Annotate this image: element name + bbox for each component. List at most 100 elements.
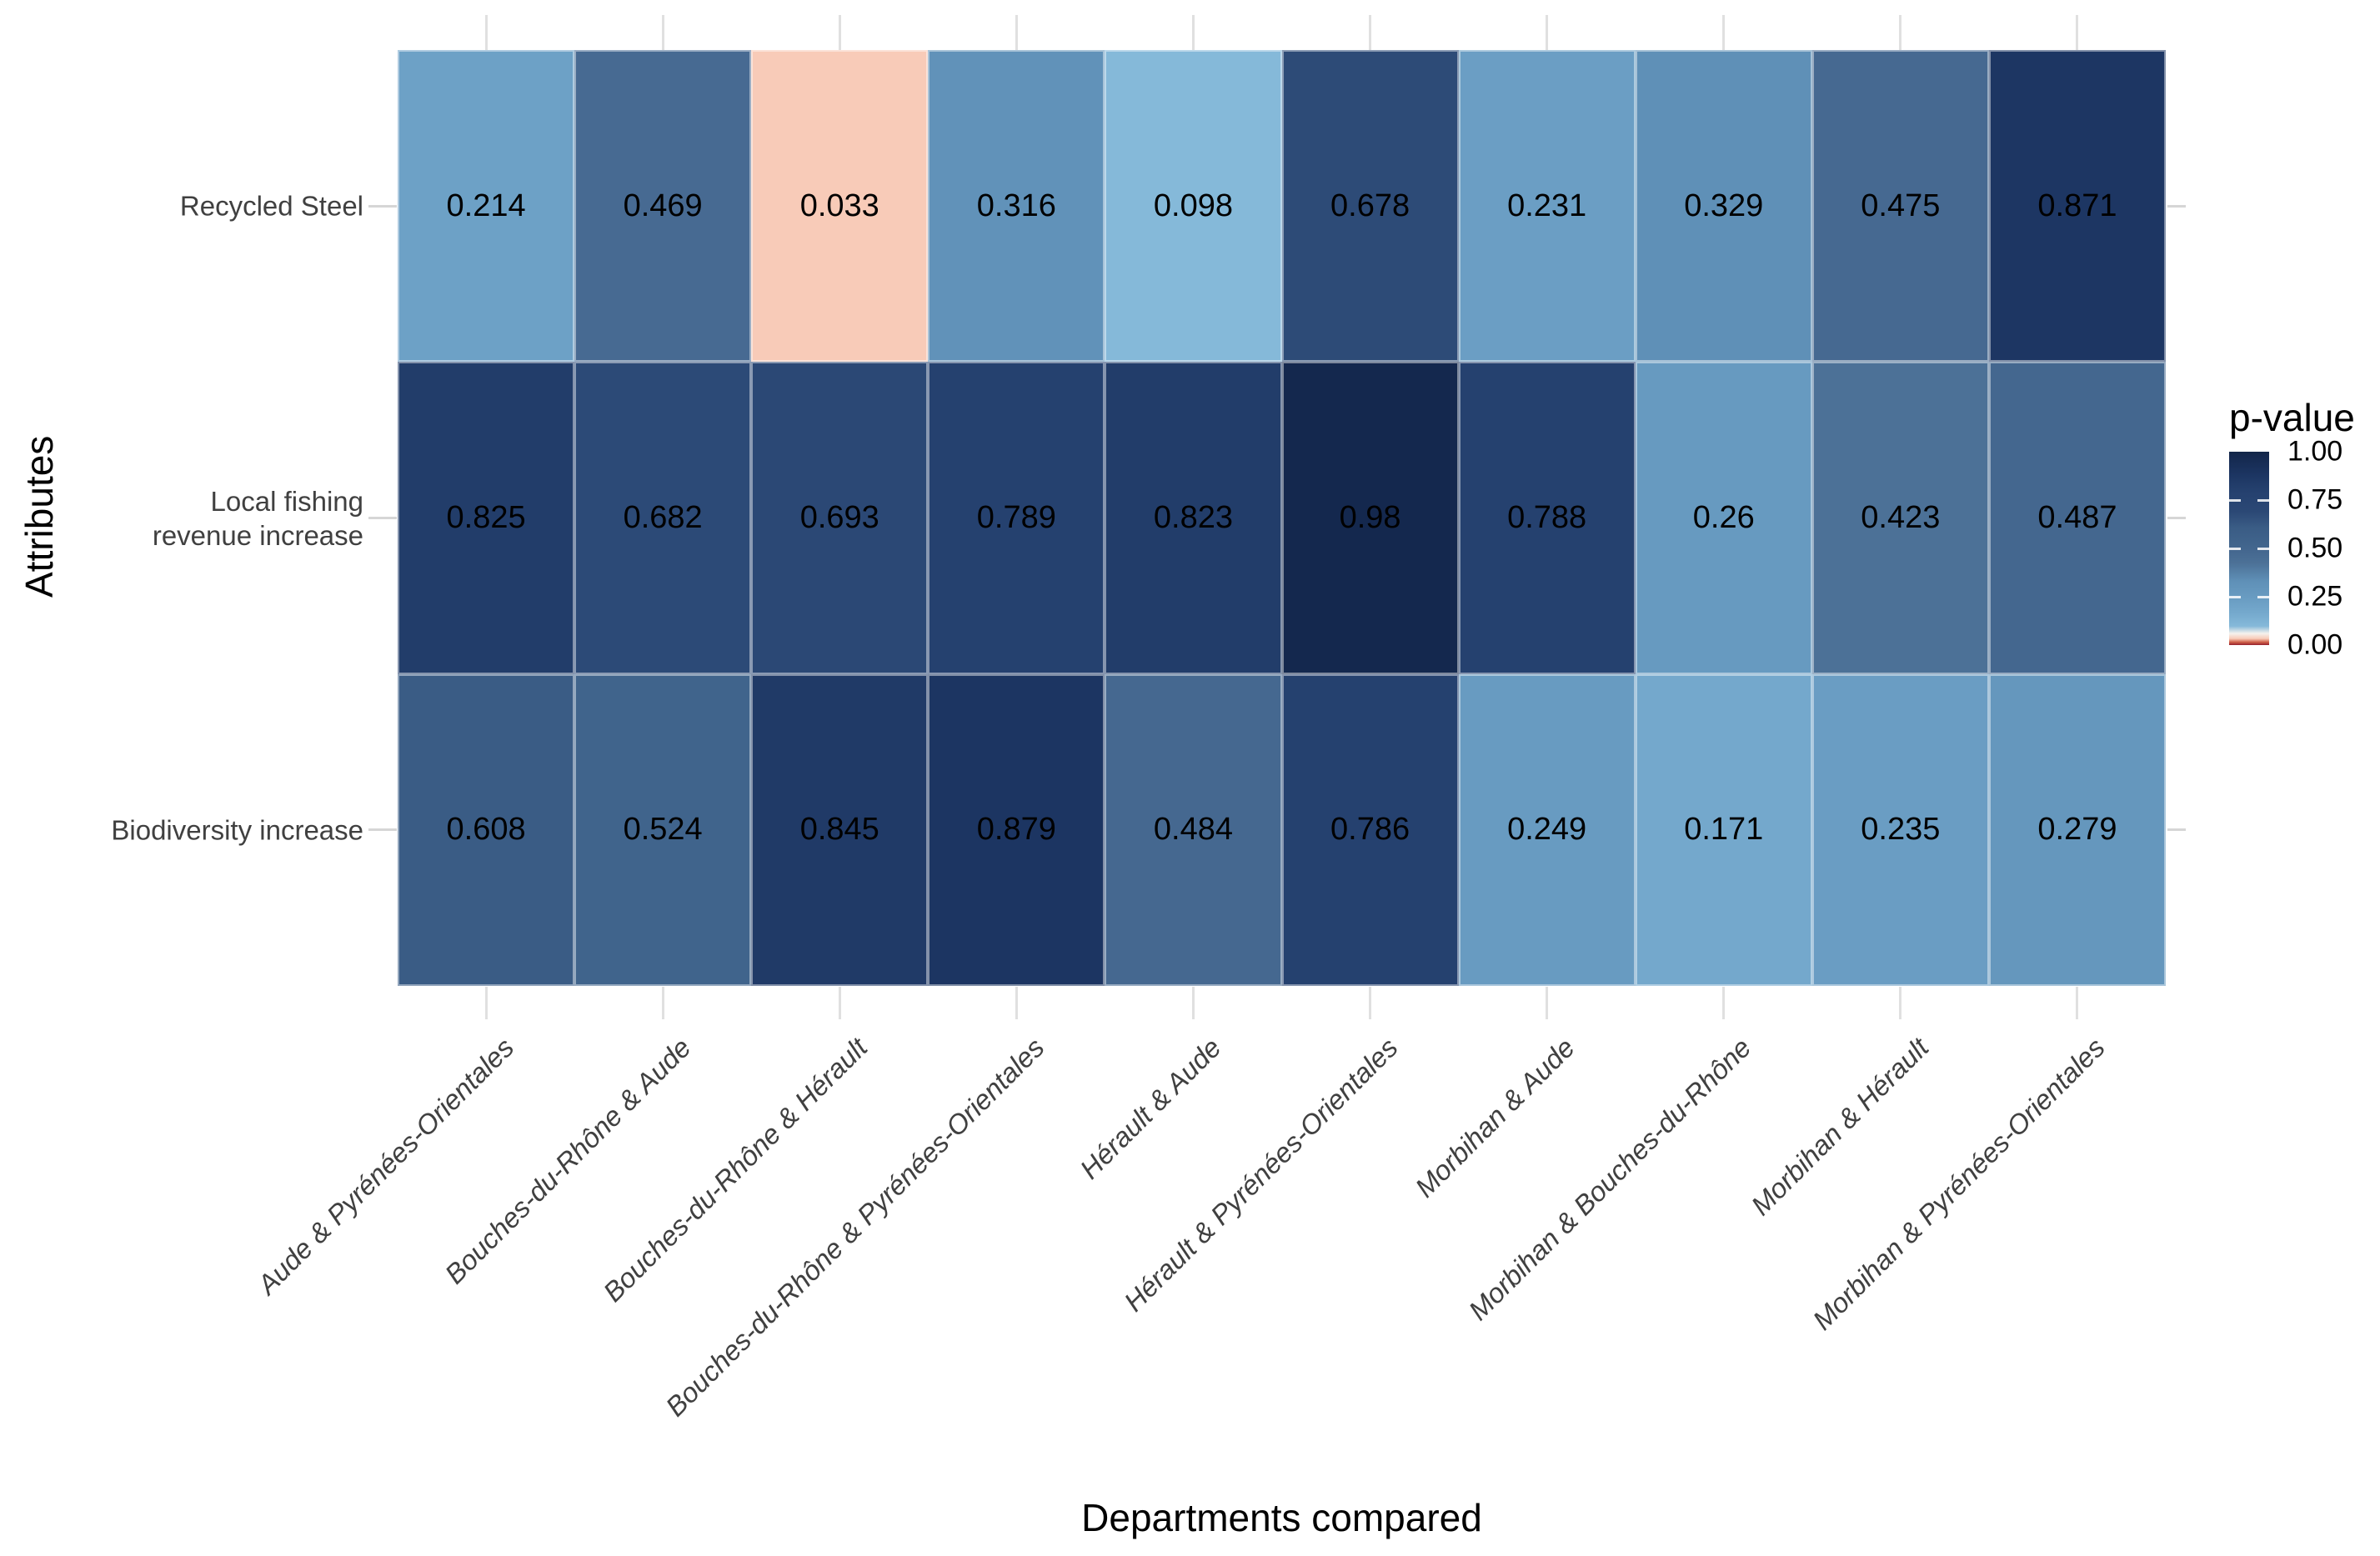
- cell-value-label: 0.823: [1153, 499, 1233, 535]
- heatmap-cell: 0.249: [1458, 673, 1636, 986]
- x-tick-mark: [838, 987, 841, 1019]
- x-axis-title: Departments compared: [1081, 1496, 1482, 1539]
- x-tick-mark: [1369, 987, 1372, 1019]
- heatmap-cell: 0.423: [1811, 362, 1989, 674]
- heatmap-cell: 0.786: [1281, 673, 1459, 986]
- cell-value-label: 0.825: [446, 499, 526, 535]
- heatmap-cell: 0.214: [398, 50, 575, 363]
- heatmap-cell: 0.235: [1811, 673, 1989, 986]
- x-tick-mark: [1191, 987, 1195, 1019]
- x-tick-label: Hérault & Aude: [1074, 1032, 1227, 1185]
- cell-value-label: 0.789: [976, 499, 1056, 535]
- heatmap-cell: 0.487: [1988, 362, 2166, 674]
- cell-value-label: 0.788: [1507, 499, 1587, 535]
- x-tick-mark: [2076, 987, 2079, 1019]
- heatmap-cell: 0.788: [1458, 362, 1636, 674]
- heatmap-cell: 0.279: [1988, 673, 2166, 986]
- x-gridline-top: [1191, 15, 1195, 50]
- legend-tick-label: 0.00: [2287, 628, 2343, 661]
- y-tick-mark: [368, 204, 397, 208]
- cell-value-label: 0.316: [976, 188, 1056, 223]
- heatmap-cell: 0.329: [1635, 50, 1812, 363]
- x-gridline-top: [838, 15, 841, 50]
- heatmap-cell: 0.484: [1105, 673, 1282, 986]
- y-tick-mark: [368, 517, 397, 519]
- x-gridline-top: [1722, 15, 1726, 50]
- cell-value-label: 0.484: [1153, 812, 1233, 848]
- heatmap-cell: 0.26: [1635, 362, 1812, 674]
- heatmap-cell: 0.171: [1635, 673, 1812, 986]
- x-tick-label: Bouches-du-Rhône & Pyrénées-Orientales: [659, 1032, 1050, 1423]
- heatmap-cell: 0.475: [1811, 50, 1989, 363]
- x-tick-label: Morbihan & Bouches-du-Rhône: [1462, 1032, 1757, 1327]
- heatmap-cell: 0.98: [1281, 362, 1459, 674]
- legend-tick-label: 1.00: [2287, 435, 2343, 468]
- heatmap-cell: 0.316: [928, 50, 1105, 363]
- x-tick-label: Morbihan & Aude: [1409, 1032, 1581, 1203]
- x-gridline-top: [2076, 15, 2079, 50]
- cell-value-label: 0.171: [1684, 812, 1764, 848]
- x-tick-mark: [1546, 987, 1549, 1019]
- cell-value-label: 0.098: [1153, 188, 1233, 223]
- cell-value-label: 0.231: [1507, 188, 1587, 223]
- cell-value-label: 0.693: [799, 499, 879, 535]
- cell-value-label: 0.786: [1330, 812, 1410, 848]
- heatmap-cell: 0.879: [928, 673, 1105, 986]
- heatmap-cell: 0.469: [574, 50, 752, 363]
- heatmap-cell: 0.098: [1105, 50, 1282, 363]
- cell-value-label: 0.524: [623, 812, 703, 848]
- y-tick-label: Local fishing revenue increase: [152, 485, 363, 551]
- heatmap-cell: 0.678: [1281, 50, 1459, 363]
- legend-tick-mark: [2257, 498, 2269, 502]
- heatmap-cell: 0.825: [398, 362, 575, 674]
- heatmap-cell: 0.693: [751, 362, 929, 674]
- y-gridline-right: [2167, 204, 2186, 208]
- heatmap-cell: 0.845: [751, 673, 929, 986]
- y-gridline-right: [2167, 517, 2186, 519]
- heatmap-cell: 0.033: [751, 50, 929, 363]
- x-tick-mark: [1899, 987, 1902, 1019]
- heatmap-cell: 0.871: [1988, 50, 2166, 363]
- heatmap-tile-grid: 0.214 0.469 0.033 0.316 0.098 0.678 0.231 0.329…: [398, 50, 2166, 986]
- cell-value-label: 0.845: [799, 812, 879, 848]
- cell-value-label: 0.879: [976, 812, 1056, 848]
- x-tick-mark: [1722, 987, 1726, 1019]
- cell-value-label: 0.98: [1339, 499, 1401, 535]
- y-tick-label: Recycled Steel: [179, 190, 363, 222]
- x-tick-label: Morbihan & Hérault: [1744, 1032, 1935, 1222]
- x-gridline-top: [1546, 15, 1549, 50]
- cell-value-label: 0.475: [1861, 188, 1941, 223]
- heatmap-cell: 0.524: [574, 673, 752, 986]
- legend-tick-mark: [2257, 595, 2269, 598]
- legend-tick-label: 0.75: [2287, 483, 2343, 516]
- cell-value-label: 0.033: [799, 188, 879, 223]
- cell-value-label: 0.26: [1692, 499, 1755, 535]
- cell-value-label: 0.487: [2037, 499, 2117, 535]
- y-gridline-right: [2167, 828, 2186, 832]
- legend-tick-mark: [2257, 547, 2269, 550]
- heatmap-cell: 0.682: [574, 362, 752, 674]
- legend-tick-label: 0.25: [2287, 580, 2343, 613]
- cell-value-label: 0.678: [1330, 188, 1410, 223]
- legend-tick-mark: [2229, 498, 2241, 502]
- cell-value-label: 0.871: [2037, 188, 2117, 223]
- cell-value-label: 0.249: [1507, 812, 1587, 848]
- y-tick-label: Biodiversity increase: [111, 814, 363, 846]
- heatmap-cell: 0.608: [398, 673, 575, 986]
- heatmap-cell: 0.823: [1105, 362, 1282, 674]
- y-tick-mark: [368, 828, 397, 832]
- x-gridline-top: [1015, 15, 1018, 50]
- cell-value-label: 0.329: [1684, 188, 1764, 223]
- x-tick-mark: [1015, 987, 1018, 1019]
- cell-value-label: 0.682: [623, 499, 703, 535]
- x-gridline-top: [484, 15, 488, 50]
- legend-tick-label: 0.50: [2287, 532, 2343, 564]
- legend-tick-mark: [2229, 595, 2241, 598]
- x-tick-mark: [661, 987, 664, 1019]
- cell-value-label: 0.214: [446, 188, 526, 223]
- cell-value-label: 0.235: [1861, 812, 1941, 848]
- cell-value-label: 0.608: [446, 812, 526, 848]
- cell-value-label: 0.423: [1861, 499, 1941, 535]
- x-tick-mark: [484, 987, 488, 1019]
